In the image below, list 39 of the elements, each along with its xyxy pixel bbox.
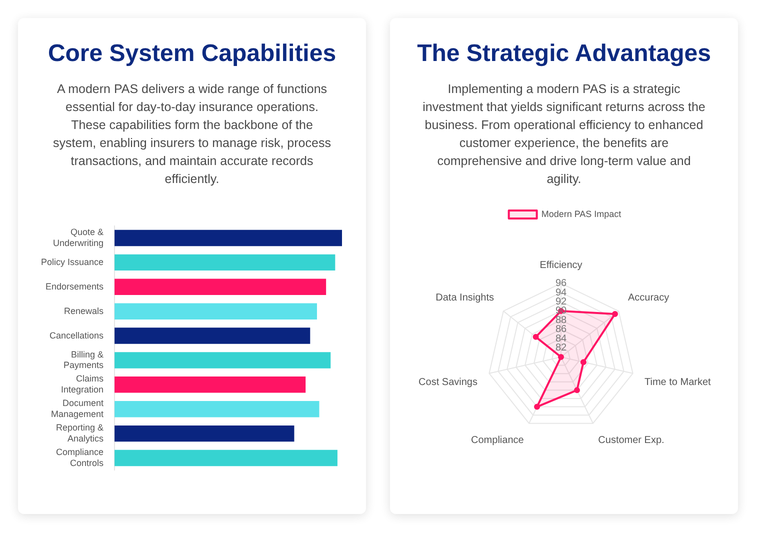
- y-tick-label: Claims Integration: [61, 374, 104, 395]
- spoke-label: Data Insights: [436, 292, 494, 304]
- spoke-label: Compliance: [471, 434, 524, 446]
- y-tick-label: Policy Issuance: [41, 256, 104, 267]
- y-tick-label: Renewals: [64, 306, 104, 316]
- y-tick-label: Billing & Payments: [64, 349, 104, 370]
- y-tick-label: Reporting & Analytics: [56, 422, 104, 444]
- bar: [114, 328, 310, 344]
- spoke-label: Efficiency: [540, 260, 582, 272]
- chart-title: The Strategic Advantages: [416, 40, 712, 68]
- y-tick-label: 94: [555, 287, 567, 298]
- y-tick-label: Cancellations: [50, 330, 104, 340]
- bar: [114, 254, 336, 271]
- chart-subtitle: A modern PAS delivers a wide range of functions essential for day-to-day insurance operations. These capabilities form the backbone of the system, enabling insurers to manage risk, process transactions, and maintain accurate records efficiently.: [52, 81, 332, 188]
- bar: [114, 401, 320, 418]
- y-tick-label: 86: [555, 324, 567, 336]
- chart-subtitle: Implementing a modern PAS is a strategic investment that yields significant returns across the business. From operational efficiency to enhanced customer experience, the benefits are comprehensive and drive long-term value and agility.: [422, 81, 706, 188]
- bar: [114, 230, 342, 246]
- y-tick-label: Document Management: [50, 398, 104, 419]
- bar: [114, 376, 306, 393]
- bar: [114, 352, 331, 368]
- spoke-label: Customer Exp.: [598, 434, 664, 446]
- bar: [114, 425, 294, 442]
- y-tick-label: 88: [555, 314, 567, 326]
- spoke-label: Accuracy: [628, 292, 670, 304]
- y-tick-label: 82: [555, 342, 567, 354]
- chart-title: Core System Capabilities: [46, 40, 338, 68]
- y-tick-label: Compliance Controls: [56, 447, 104, 468]
- y-tick-label: 84: [555, 333, 567, 344]
- y-tick-label: Quote & Underwriting: [53, 227, 104, 248]
- y-tick-label: 92: [555, 296, 567, 308]
- bar: [114, 278, 326, 295]
- y-tick-label: 96: [555, 278, 567, 290]
- spoke-label: Cost Savings: [418, 376, 478, 388]
- y-tick-label: Endorsements: [46, 281, 104, 292]
- spoke-label: Time to Market: [644, 376, 712, 388]
- legend-label: Modern PAS Impact: [541, 208, 622, 219]
- bar: [114, 450, 338, 466]
- bar: [114, 303, 317, 320]
